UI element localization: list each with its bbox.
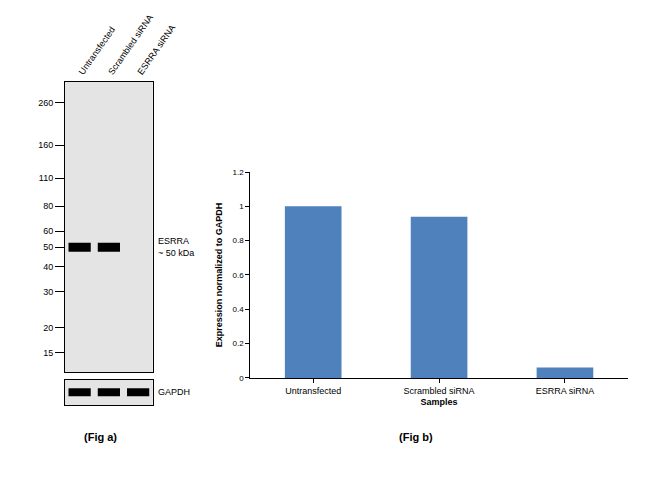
svg-text:60: 60 xyxy=(43,226,53,236)
svg-text:(Fig b): (Fig b) xyxy=(399,431,433,443)
svg-text:ESRRA siRNA: ESRRA siRNA xyxy=(136,23,178,77)
svg-text:160: 160 xyxy=(38,140,53,150)
svg-text:Untransfected: Untransfected xyxy=(285,386,341,396)
svg-text:40: 40 xyxy=(43,262,53,272)
svg-text:260: 260 xyxy=(38,98,53,108)
svg-text:50: 50 xyxy=(43,242,53,252)
svg-text:0: 0 xyxy=(239,374,244,383)
svg-text:0.2: 0.2 xyxy=(233,339,245,348)
svg-text:GAPDH: GAPDH xyxy=(158,387,190,397)
svg-text:1: 1 xyxy=(239,202,244,211)
svg-text:ESRRA siRNA: ESRRA siRNA xyxy=(536,386,595,396)
svg-text:Untransfected: Untransfected xyxy=(77,25,117,77)
svg-text:Samples: Samples xyxy=(421,397,458,407)
svg-text:15: 15 xyxy=(43,348,53,358)
svg-text:0.8: 0.8 xyxy=(233,236,245,245)
svg-text:Scrambled siRNA: Scrambled siRNA xyxy=(106,13,155,77)
svg-text:1.2: 1.2 xyxy=(233,168,245,177)
svg-text:0.6: 0.6 xyxy=(233,271,245,280)
svg-text:Expression normalized to GAPDH: Expression normalized to GAPDH xyxy=(214,203,224,348)
svg-text:0.4: 0.4 xyxy=(233,305,245,314)
svg-text:(Fig a): (Fig a) xyxy=(84,431,117,443)
svg-text:110: 110 xyxy=(39,173,53,183)
svg-text:30: 30 xyxy=(43,287,53,297)
svg-text:20: 20 xyxy=(43,323,53,333)
svg-text:80: 80 xyxy=(43,201,53,211)
svg-text:Scrambled siRNA: Scrambled siRNA xyxy=(404,386,475,396)
svg-text:ESRRA~ 50 kDa: ESRRA~ 50 kDa xyxy=(158,236,194,258)
